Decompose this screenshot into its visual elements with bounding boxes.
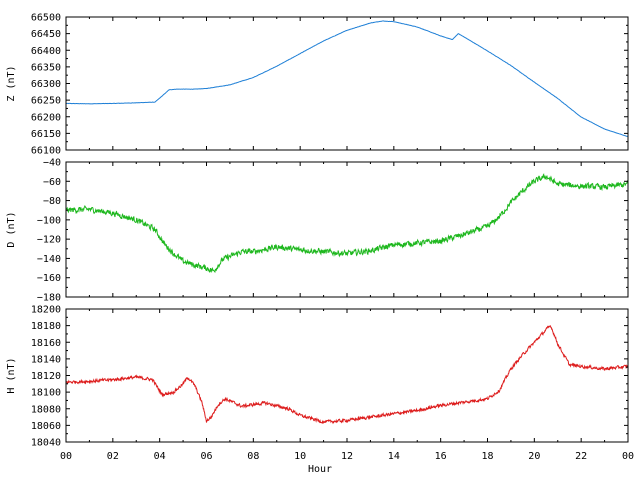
series-line-2-0 <box>65 324 629 425</box>
y-tick-label: 18080 <box>31 404 61 415</box>
y-tick-label: 18060 <box>31 421 61 432</box>
y-tick-label: −40 <box>43 158 61 169</box>
x-axis-label: Hour <box>308 464 332 475</box>
y-tick-label: 18100 <box>31 388 61 399</box>
x-tick-label: 02 <box>107 451 119 462</box>
y-tick-label: 66100 <box>31 146 61 157</box>
y-tick-label: 66450 <box>31 29 61 40</box>
x-tick-label: 22 <box>575 451 587 462</box>
y-tick-label: 18120 <box>31 371 61 382</box>
y-tick-label: 66400 <box>31 46 61 57</box>
panel-1: −180 −160 −140 −120 −100 −80 −60 −40 D (nT) <box>6 158 629 304</box>
x-tick-label: 20 <box>528 451 540 462</box>
x-tick-label: 04 <box>154 451 166 462</box>
y-tick-label: −60 <box>43 177 61 188</box>
y-tick-label: −80 <box>43 196 61 207</box>
y-tick-label: 66250 <box>31 96 61 107</box>
plot-frame <box>65 16 629 151</box>
y-axis-label: Z (nT) <box>6 65 17 101</box>
x-tick-label: 18 <box>481 451 493 462</box>
y-tick-label: 66300 <box>31 79 61 90</box>
x-tick-label: 08 <box>247 451 259 462</box>
y-tick-label: 18140 <box>31 354 61 365</box>
y-tick-label: 66150 <box>31 129 61 140</box>
panel-2: 18040 18060 18080 18100 18120 18140 18160 18180… <box>6 305 629 449</box>
y-axis-label: H (nT) <box>6 357 17 393</box>
y-tick-label: −160 <box>37 273 61 284</box>
y-tick-label: 66500 <box>31 13 61 24</box>
chart-panels: 66100 66150 66200 66250 66300 66350 66400 66450… <box>6 13 629 449</box>
x-tick-label: 16 <box>435 451 447 462</box>
y-tick-label: 18160 <box>31 338 61 349</box>
series-line-1-0 <box>65 173 629 274</box>
x-tick-label: 00 <box>622 451 634 462</box>
x-tick-label: 00 <box>60 451 72 462</box>
series-line-0-0 <box>65 20 629 138</box>
y-tick-label: 18200 <box>31 305 61 316</box>
y-tick-label: 18040 <box>31 438 61 449</box>
y-tick-label: −100 <box>37 215 61 226</box>
x-tick-label: 14 <box>388 451 400 462</box>
x-tick-label: 10 <box>294 451 306 462</box>
x-tick-label: 06 <box>200 451 212 462</box>
y-tick-label: −140 <box>37 254 61 265</box>
y-tick-label: 66350 <box>31 62 61 73</box>
panel-0: 66100 66150 66200 66250 66300 66350 66400 66450… <box>6 13 629 157</box>
y-tick-label: 18180 <box>31 321 61 332</box>
y-tick-label: 66200 <box>31 112 61 123</box>
x-tick-label: 12 <box>341 451 353 462</box>
x-axis: 00 02 04 06 08 10 12 14 16 18 20 22 00 <box>60 451 634 462</box>
y-tick-label: −120 <box>37 235 61 246</box>
y-tick-label: −180 <box>37 293 61 304</box>
y-axis-label: D (nT) <box>6 211 17 247</box>
